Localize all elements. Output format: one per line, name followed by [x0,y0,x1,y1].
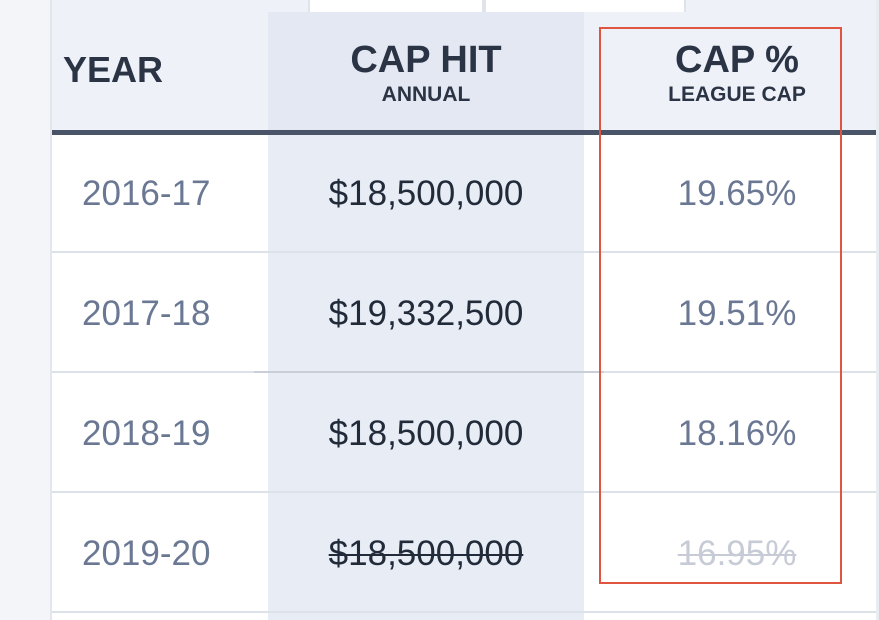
row-cap-hit: $19,332,500 [328,294,524,333]
column-header-cap-pct-sublabel: LEAGUE CAP [668,83,806,106]
row-year: 2017-18 [82,294,211,333]
table-row: 2018-19 $18,500,000 18.16% [52,375,879,493]
row-cap-pct-struck: 16.95% [677,534,797,573]
top-tab[interactable] [308,0,484,12]
right-edge-strip [876,0,879,620]
row-divider [52,491,879,493]
row-divider [52,251,879,253]
row-year: 2019-20 [82,534,211,573]
column-header-cap-pct[interactable]: CAP % LEAGUE CAP [612,40,862,108]
contract-table: YEAR CAP HIT ANNUAL CAP % LEAGUE CAP 201… [52,0,879,620]
row-cap-pct: 19.51% [677,294,797,333]
row-year: 2016-17 [82,174,211,213]
row-cap-pct: 18.16% [677,414,797,453]
table-row: 2016-17 $18,500,000 19.65% [52,135,879,253]
column-header-cap-hit[interactable]: CAP HIT ANNUAL [268,40,584,108]
row-year: 2018-19 [82,414,211,453]
row-divider-shaded [254,371,604,373]
cap-hit-column-body-shade [268,135,584,620]
row-cap-hit-struck: $18,500,000 [328,534,524,573]
left-edge-strip [0,0,52,620]
row-cap-hit: $18,500,000 [328,414,524,453]
column-header-cap-hit-sublabel: ANNUAL [381,83,471,106]
table-row: 2017-18 $19,332,500 19.51% [52,255,879,373]
table-row: 2019-20 $18,500,000 16.95% [52,495,879,613]
row-divider [52,611,879,613]
column-header-year[interactable]: YEAR [63,50,163,90]
column-header-year-label: YEAR [63,49,164,90]
column-header-cap-hit-label: CAP HIT [350,39,502,81]
top-tab[interactable] [484,0,686,12]
column-header-cap-pct-label: CAP % [675,39,799,81]
row-cap-pct: 19.65% [677,174,797,213]
header-divider [52,130,879,135]
row-cap-hit: $18,500,000 [328,174,524,213]
